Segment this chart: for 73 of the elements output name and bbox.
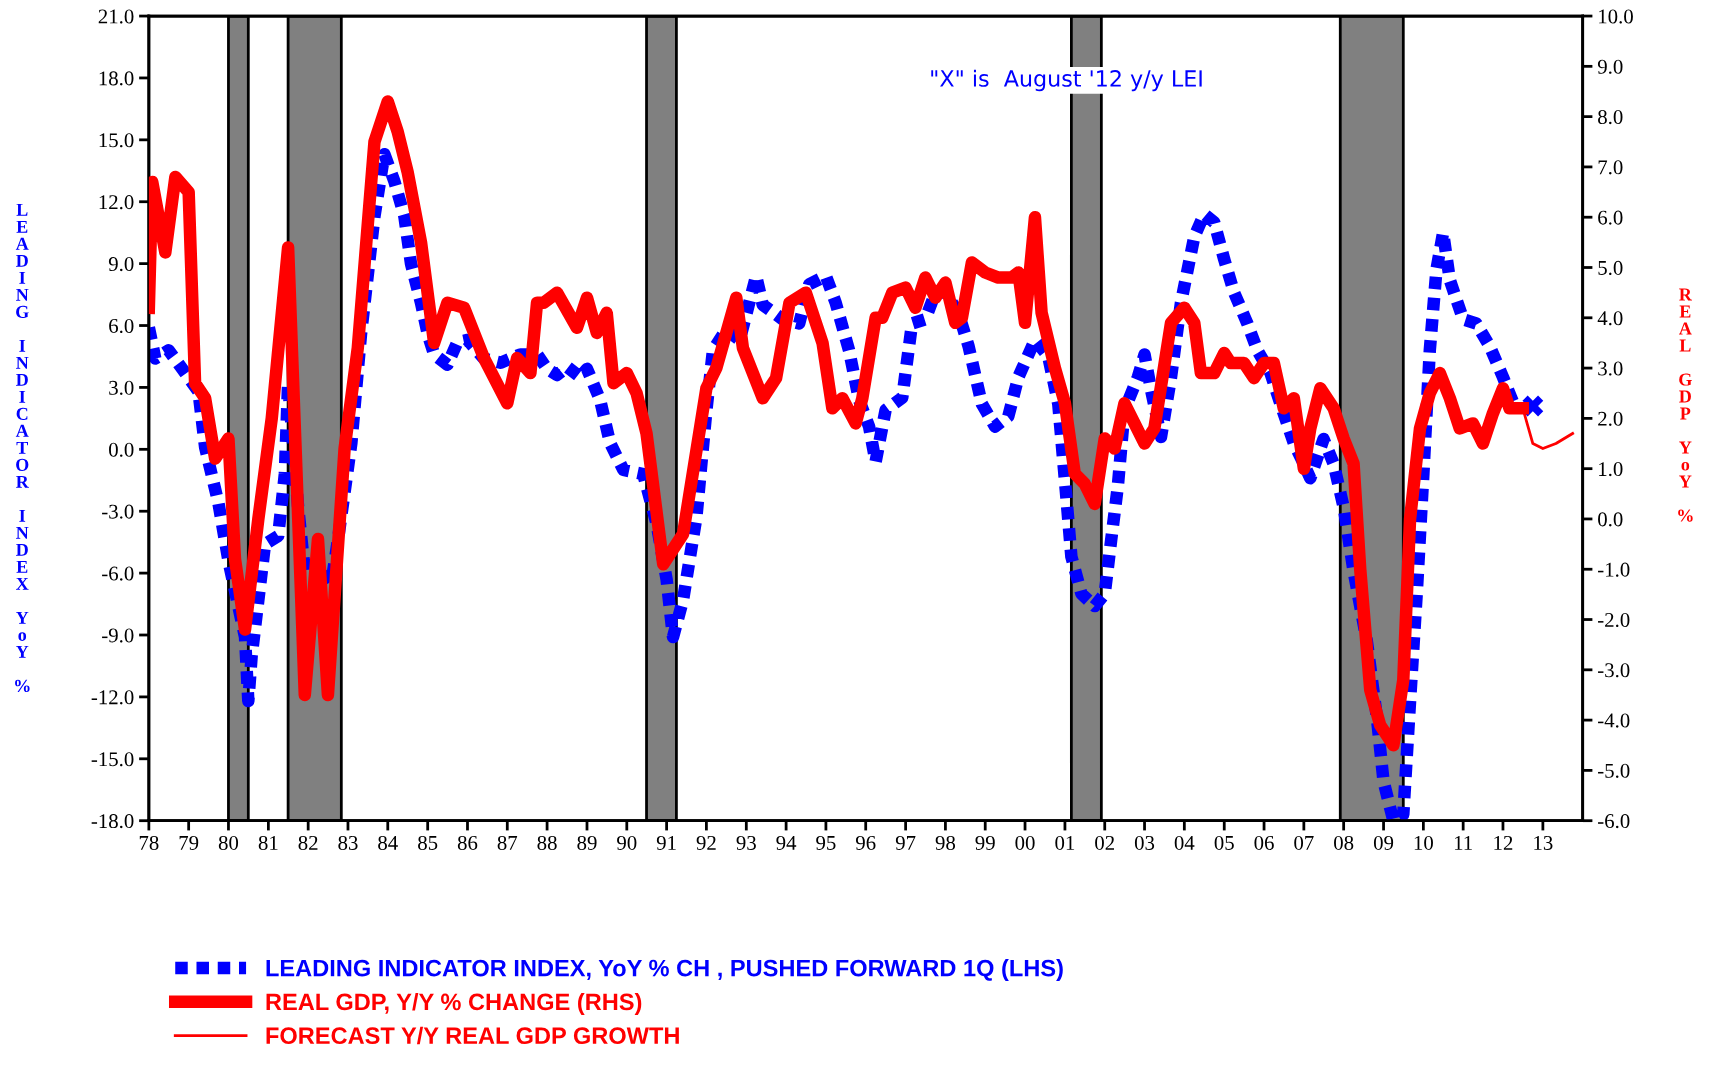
x-tick-label: 83 [338, 835, 358, 850]
x-tick-label: 84 [378, 835, 398, 850]
y2-tick-label: -5.0 [1598, 763, 1630, 778]
x-tick-label: 95 [816, 835, 836, 850]
y2-tick-label: 2.0 [1598, 411, 1623, 426]
y2-tick-label: 7.0 [1598, 160, 1623, 175]
y2-tick-label: -2.0 [1598, 612, 1630, 628]
y-tick-label: 12.0 [99, 195, 134, 210]
x-tick-label: 99 [975, 835, 995, 850]
x-tick-label: 01 [1055, 835, 1075, 850]
y-tick-label: -9.0 [102, 628, 134, 643]
y-tick-label: -6.0 [102, 566, 134, 581]
x-tick-label: 08 [1334, 835, 1354, 850]
legend-label: REAL GDP, Y/Y % CHANGE (RHS) [266, 992, 642, 1015]
y2-tick-label: 5.0 [1598, 260, 1623, 276]
legend-label: FORECAST Y/Y REAL GDP GROWTH [266, 1026, 679, 1045]
y-tick-label: 6.0 [109, 318, 134, 334]
x-tick-label: 00 [1015, 835, 1035, 850]
annotation: "X" is August '12 y/y LEI [931, 69, 1202, 92]
y-tick-label: -12.0 [91, 690, 134, 705]
y2-tick-label: 3.0 [1598, 361, 1623, 376]
x-tick-label: 86 [457, 835, 478, 850]
y2-tick-label: 10.0 [1599, 9, 1633, 24]
x-tick-label: 09 [1373, 835, 1394, 850]
y2-tick-label: 0.0 [1598, 512, 1623, 527]
y-tick-label: -18.0 [91, 814, 134, 829]
x-tick-label: 89 [577, 835, 597, 850]
x-tick-label: 97 [895, 835, 916, 850]
y-tick-label: 0.0 [109, 442, 134, 457]
x-tick-label: 92 [696, 835, 716, 850]
x-tick-label: 96 [855, 835, 876, 850]
x-tick-label: 07 [1294, 835, 1314, 850]
x-tick-label: 78 [139, 835, 159, 850]
x-tick-label: 04 [1174, 835, 1195, 850]
x-tick-label: 85 [418, 835, 438, 850]
y-tick-label: 9.0 [108, 257, 134, 272]
y2-tick-label: 1.0 [1599, 462, 1623, 477]
x-tick-label: 02 [1095, 835, 1114, 850]
x-tick-label: 03 [1134, 835, 1155, 850]
x-tick-label: 79 [179, 835, 199, 850]
legend-label: LEADING INDICATOR INDEX, YoY % CH , PUSHED FORWARD 1Q (LHS) [266, 959, 1063, 982]
x-tick-label: 13 [1534, 835, 1553, 850]
x-tick-label: 11 [1454, 835, 1472, 850]
x-tick-label: 87 [497, 835, 518, 850]
y-tick-label: -15.0 [91, 752, 134, 767]
y-tick-label: 21.0 [98, 9, 134, 24]
x-tick-label: 90 [617, 835, 637, 850]
y2-tick-label: 9.0 [1597, 59, 1623, 74]
x-tick-label: 88 [537, 835, 557, 850]
x-tick-label: 98 [935, 835, 956, 850]
x-tick-label: 12 [1494, 835, 1513, 850]
x-tick-label: 05 [1214, 835, 1234, 850]
y-tick-label: -3.0 [102, 504, 134, 519]
x-tick-label: 81 [258, 835, 278, 850]
x-tick-label: 06 [1254, 835, 1274, 850]
x-tick-label: 94 [776, 835, 797, 850]
y-tick-label: 15.0 [99, 133, 134, 148]
x-tick-label: 10 [1414, 835, 1433, 850]
y2-tick-label: -1.0 [1598, 562, 1630, 577]
text: REAL GDP YoY % [1678, 288, 1693, 522]
y-tick-label: 18.0 [99, 71, 134, 86]
y2-tick-label: 4.0 [1597, 311, 1623, 326]
y-tick-label: 3.0 [109, 380, 134, 395]
y2-tick-label: -6.0 [1598, 814, 1630, 829]
text: LEADING INDICATOR INDEX YoY % [15, 203, 30, 692]
x-tick-label: 93 [736, 835, 756, 850]
y2-tick-label: -4.0 [1598, 713, 1630, 728]
y2-tick-label: -3.0 [1598, 663, 1630, 678]
x-tick-label: 82 [298, 835, 318, 850]
x-tick-label: 80 [218, 835, 239, 850]
x-tick-label: 91 [656, 835, 676, 850]
y2-tick-label: 8.0 [1598, 110, 1623, 125]
y2-tick-label: 6.0 [1598, 210, 1623, 225]
